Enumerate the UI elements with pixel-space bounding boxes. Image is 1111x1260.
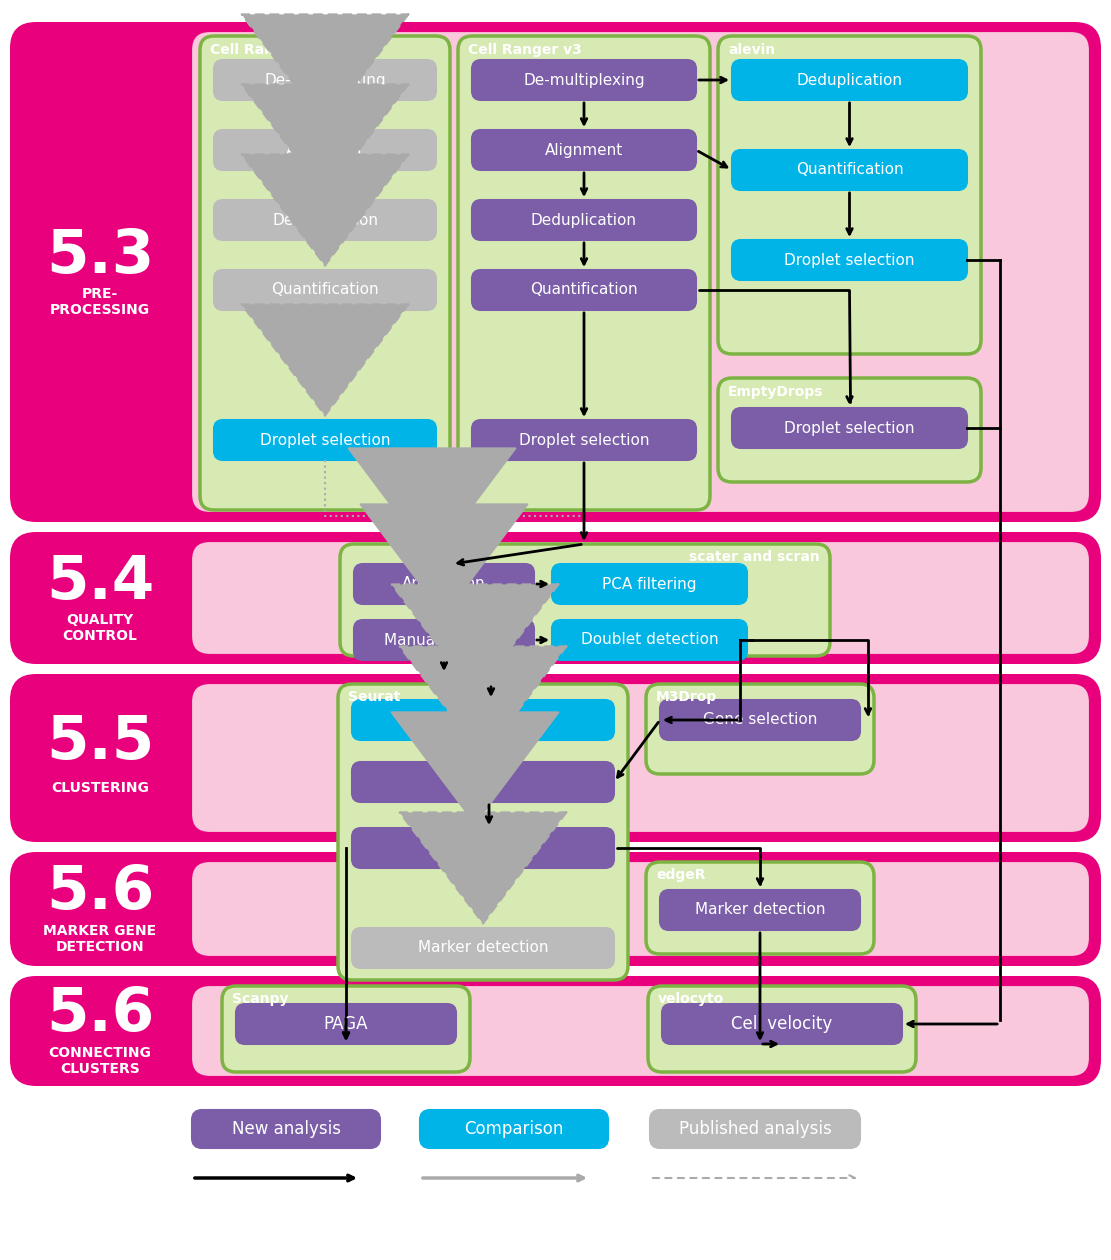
- Text: MARKER GENE
DETECTION: MARKER GENE DETECTION: [43, 924, 157, 954]
- Text: New analysis: New analysis: [231, 1120, 340, 1138]
- Text: PRE-
PROCESSING: PRE- PROCESSING: [50, 287, 150, 318]
- FancyBboxPatch shape: [472, 420, 695, 460]
- Text: Cell Ranger v3: Cell Ranger v3: [468, 43, 582, 57]
- FancyBboxPatch shape: [236, 1004, 456, 1045]
- FancyBboxPatch shape: [354, 564, 534, 604]
- Text: Published analysis: Published analysis: [679, 1120, 831, 1138]
- Text: Cell velocity: Cell velocity: [731, 1016, 832, 1033]
- Text: De-multiplexing: De-multiplexing: [523, 73, 644, 87]
- Text: CONNECTING
CLUSTERS: CONNECTING CLUSTERS: [49, 1046, 151, 1076]
- FancyBboxPatch shape: [214, 270, 436, 310]
- Text: Manual filtering: Manual filtering: [384, 633, 503, 648]
- Text: PAGA: PAGA: [323, 1016, 368, 1033]
- Text: Alignment: Alignment: [544, 142, 623, 158]
- Text: Annotation: Annotation: [402, 577, 486, 591]
- Text: scater and scran: scater and scran: [689, 551, 820, 564]
- Text: Droplet selection: Droplet selection: [260, 432, 390, 447]
- FancyBboxPatch shape: [732, 150, 967, 190]
- Text: Doublet detection: Doublet detection: [581, 633, 719, 648]
- FancyBboxPatch shape: [660, 701, 860, 740]
- Text: Quantification: Quantification: [795, 163, 903, 178]
- Text: Gene selection: Gene selection: [703, 712, 818, 727]
- Text: Cell Ranger: Cell Ranger: [210, 43, 300, 57]
- Text: Droplet selection: Droplet selection: [519, 432, 649, 447]
- Text: M3Drop: M3Drop: [655, 690, 718, 704]
- FancyBboxPatch shape: [660, 890, 860, 930]
- FancyBboxPatch shape: [458, 37, 710, 510]
- Text: Quantification: Quantification: [530, 282, 638, 297]
- FancyBboxPatch shape: [190, 30, 1091, 514]
- FancyBboxPatch shape: [190, 984, 1091, 1079]
- Text: PCA filtering: PCA filtering: [602, 577, 697, 591]
- Text: Droplet selection: Droplet selection: [784, 421, 914, 436]
- Text: Clustering: Clustering: [444, 840, 522, 856]
- Text: Droplet selection: Droplet selection: [784, 252, 914, 267]
- Text: Marker detection: Marker detection: [694, 902, 825, 917]
- FancyBboxPatch shape: [10, 852, 1101, 966]
- FancyBboxPatch shape: [472, 60, 695, 100]
- Text: 5.6: 5.6: [46, 985, 154, 1045]
- FancyBboxPatch shape: [552, 620, 747, 660]
- Text: alevin: alevin: [728, 43, 775, 57]
- FancyBboxPatch shape: [214, 60, 436, 100]
- FancyBboxPatch shape: [352, 828, 614, 868]
- Text: De-multiplexing: De-multiplexing: [264, 73, 386, 87]
- FancyBboxPatch shape: [718, 37, 981, 354]
- FancyBboxPatch shape: [10, 532, 1101, 664]
- FancyBboxPatch shape: [214, 130, 436, 170]
- FancyBboxPatch shape: [214, 420, 436, 460]
- FancyBboxPatch shape: [354, 620, 534, 660]
- FancyBboxPatch shape: [200, 37, 450, 510]
- FancyBboxPatch shape: [190, 861, 1091, 958]
- FancyBboxPatch shape: [648, 987, 915, 1072]
- Text: PCA: PCA: [468, 775, 498, 790]
- Text: Gene selection: Gene selection: [426, 712, 540, 727]
- FancyBboxPatch shape: [222, 987, 470, 1072]
- Text: Comparison: Comparison: [464, 1120, 563, 1138]
- FancyBboxPatch shape: [732, 408, 967, 449]
- FancyBboxPatch shape: [192, 1110, 380, 1148]
- Text: QUALITY
CONTROL: QUALITY CONTROL: [62, 612, 138, 643]
- Text: 5.4: 5.4: [46, 552, 154, 611]
- FancyBboxPatch shape: [338, 684, 628, 980]
- Text: Deduplication: Deduplication: [272, 213, 378, 228]
- Text: Marker detection: Marker detection: [418, 940, 548, 955]
- FancyBboxPatch shape: [718, 378, 981, 483]
- FancyBboxPatch shape: [472, 200, 695, 239]
- FancyBboxPatch shape: [645, 684, 874, 774]
- Text: Quantification: Quantification: [271, 282, 379, 297]
- Text: edgeR: edgeR: [655, 868, 705, 882]
- Text: 5.3: 5.3: [46, 227, 154, 286]
- FancyBboxPatch shape: [190, 541, 1091, 656]
- FancyBboxPatch shape: [10, 21, 1101, 522]
- FancyBboxPatch shape: [472, 130, 695, 170]
- FancyBboxPatch shape: [190, 682, 1091, 834]
- Text: Deduplication: Deduplication: [797, 73, 902, 87]
- Text: CLUSTERING: CLUSTERING: [51, 781, 149, 795]
- Text: 5.5: 5.5: [46, 712, 154, 771]
- FancyBboxPatch shape: [352, 762, 614, 803]
- FancyBboxPatch shape: [420, 1110, 608, 1148]
- FancyBboxPatch shape: [214, 200, 436, 239]
- Text: Alignment: Alignment: [286, 142, 364, 158]
- FancyBboxPatch shape: [650, 1110, 860, 1148]
- FancyBboxPatch shape: [732, 239, 967, 280]
- Text: 5.6: 5.6: [46, 863, 154, 922]
- Text: EmptyDrops: EmptyDrops: [728, 386, 823, 399]
- FancyBboxPatch shape: [352, 701, 614, 740]
- FancyBboxPatch shape: [10, 976, 1101, 1086]
- FancyBboxPatch shape: [352, 929, 614, 968]
- FancyBboxPatch shape: [472, 270, 695, 310]
- Text: Scanpy: Scanpy: [232, 992, 289, 1005]
- FancyBboxPatch shape: [645, 862, 874, 954]
- Text: velocyto: velocyto: [658, 992, 724, 1005]
- FancyBboxPatch shape: [552, 564, 747, 604]
- FancyBboxPatch shape: [10, 674, 1101, 842]
- Text: Seurat: Seurat: [348, 690, 400, 704]
- FancyBboxPatch shape: [662, 1004, 902, 1045]
- FancyBboxPatch shape: [732, 60, 967, 100]
- FancyBboxPatch shape: [340, 544, 830, 656]
- Text: Deduplication: Deduplication: [531, 213, 637, 228]
